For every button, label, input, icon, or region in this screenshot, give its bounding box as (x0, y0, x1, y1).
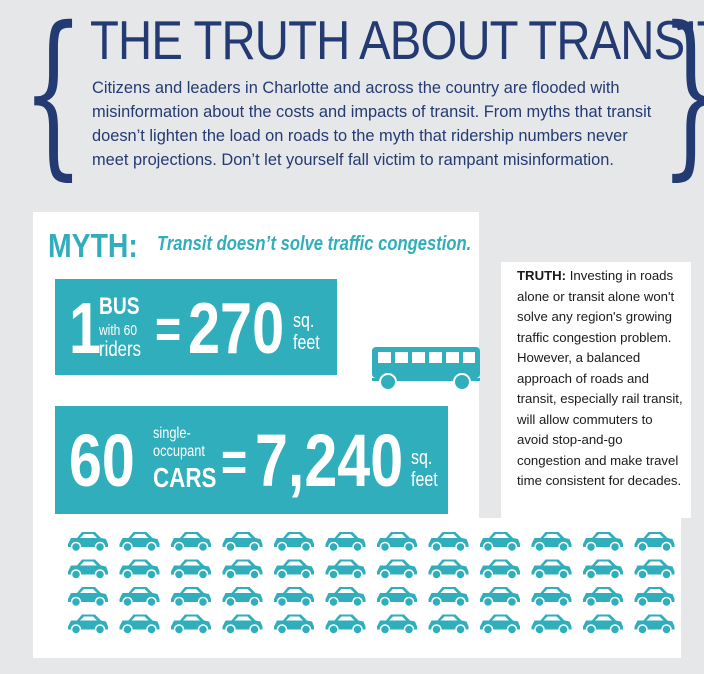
truth-body: Investing in roads alone or transit alon… (517, 268, 683, 488)
car-icon (325, 532, 366, 553)
car-icon (222, 614, 263, 635)
car-icon (325, 614, 366, 635)
cars-unit-line2: feet (411, 469, 438, 491)
cars-desc-line2: occupant (153, 443, 205, 460)
car-icon (583, 587, 623, 608)
car-icon (68, 532, 108, 553)
car-icon (68, 614, 108, 635)
left-brace: { (22, 0, 85, 196)
car-icon (583, 559, 623, 580)
car-icon (583, 532, 623, 553)
car-icon (377, 614, 417, 635)
cars-unit-line1: sq. (411, 447, 433, 469)
car-icon (274, 614, 314, 635)
intro-text: Citizens and leaders in Charlotte and ac… (92, 79, 652, 169)
car-icon (531, 614, 572, 635)
cars-desc-line1: single- (153, 425, 191, 442)
car-icon (222, 559, 263, 580)
car-icon (274, 559, 314, 580)
bus-area: 270 (188, 289, 285, 369)
car-icon (325, 559, 366, 580)
car-icon (68, 559, 108, 580)
truth-text: TRUTH: Investing in roads alone or trans… (517, 266, 683, 492)
cars-stat-box: 60 single- occupant CARS = 7,240 sq. fee… (55, 406, 448, 514)
car-icon (171, 587, 211, 608)
car-icon (222, 532, 263, 553)
cars-area: 7,240 (255, 419, 404, 502)
bus-riders-line1: with 60 (99, 322, 138, 339)
myth-label: MYTH: (48, 227, 138, 264)
cars-vehicle: CARS (153, 462, 217, 493)
car-icon (274, 532, 314, 553)
car-icon (428, 587, 469, 608)
right-brace: } (660, 4, 704, 182)
myth-claim: Transit doesn’t solve traffic congestion… (157, 233, 472, 255)
bus-vehicle: BUS (99, 293, 140, 320)
car-icon (377, 559, 417, 580)
car-icon (634, 587, 675, 608)
car-icon (68, 587, 108, 608)
myth-heading: MYTH: Transit doesn’t solve traffic cong… (48, 227, 471, 265)
car-icon (480, 587, 520, 608)
car-icon (119, 614, 160, 635)
car-icon (531, 587, 572, 608)
car-icon (119, 587, 160, 608)
truth-label: TRUTH: (517, 268, 567, 283)
bus-unit-line2: feet (293, 332, 320, 354)
car-icon (480, 614, 520, 635)
truth-box (501, 262, 691, 518)
car-icon (119, 532, 160, 553)
car-icon (171, 614, 211, 635)
car-icon (119, 559, 160, 580)
car-icon (531, 559, 572, 580)
car-icon (480, 559, 520, 580)
car-icon (634, 614, 675, 635)
bus-count: 1 (69, 289, 102, 369)
car-icon (480, 532, 520, 553)
car-icon (531, 532, 572, 553)
car-icon (634, 559, 675, 580)
car-icon (171, 532, 211, 553)
bus-riders-line2: riders (99, 338, 142, 361)
car-icon (377, 587, 417, 608)
car-icon (377, 532, 417, 553)
bus-equals: = (155, 297, 182, 360)
car-icon (428, 614, 469, 635)
page-title: THE TRUTH ABOUT TRANSIT (90, 9, 704, 71)
car-icon (428, 559, 469, 580)
bus-icon (372, 347, 480, 391)
bus-unit-line1: sq. (293, 310, 315, 332)
car-icon (583, 614, 623, 635)
bus-stat-box: 1 BUS with 60 riders = 270 sq. feet (55, 279, 337, 375)
car-grid (68, 532, 675, 635)
car-icon (428, 532, 469, 553)
car-icon (325, 587, 366, 608)
cars-count: 60 (69, 419, 135, 502)
cars-equals: = (221, 430, 248, 493)
car-icon (222, 587, 263, 608)
car-icon (274, 587, 314, 608)
car-icon (171, 559, 211, 580)
car-icon (634, 532, 675, 553)
